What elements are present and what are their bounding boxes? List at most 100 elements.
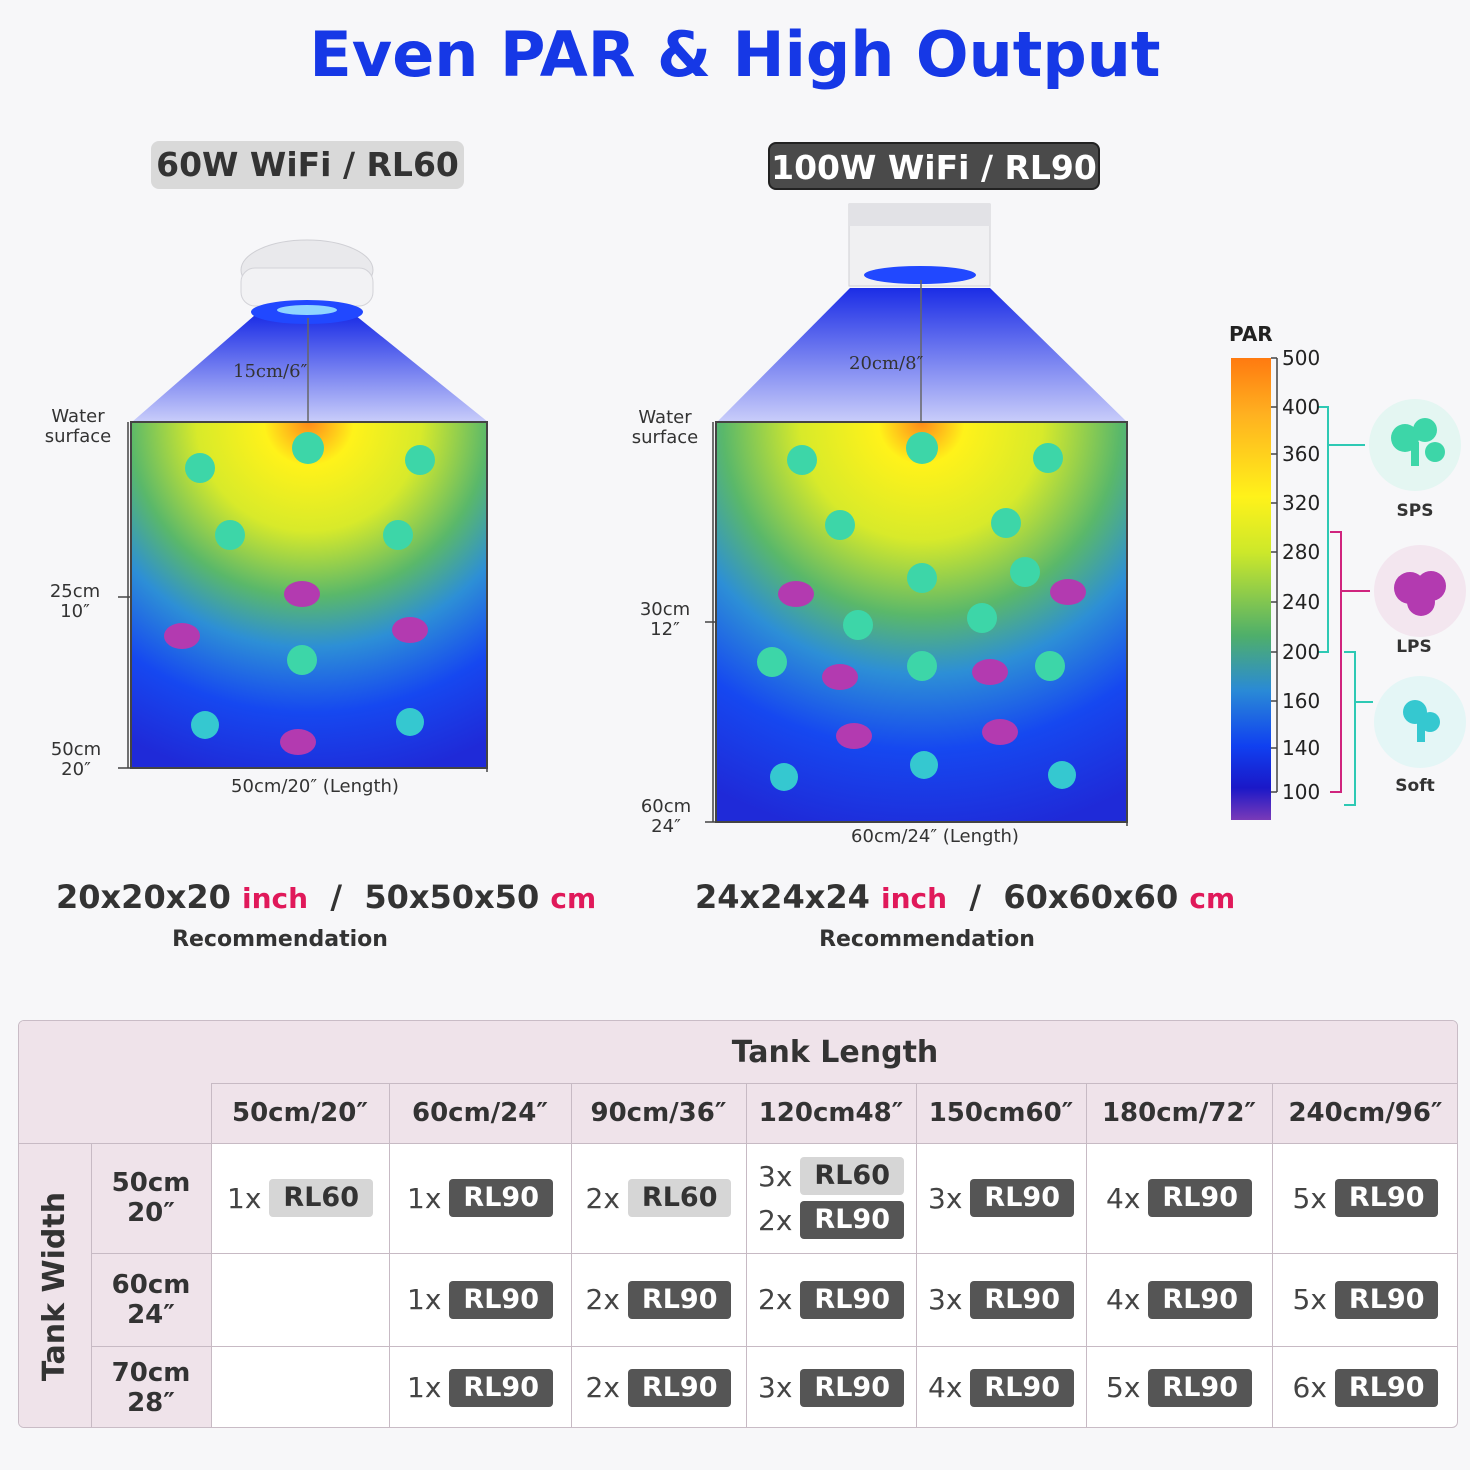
dims-cm-value: 60x60x60 [1003,878,1179,916]
column-header: 60cm/24″ [412,1098,548,1128]
recommendation-entry: 3x RL90 [928,1179,1074,1217]
recommendation-entry: 1x RL90 [407,1368,553,1407]
table-cell: 3x RL60 2x RL90 [746,1143,916,1253]
table-cell: 6x RL90 [1272,1346,1457,1427]
table-cell: 2x RL90 [571,1346,746,1427]
row-header-line: 70cm [111,1357,191,1388]
dims-separator: / [330,878,343,916]
tank-dimensions-rl90: 24x24x24 inch / 60x60x60 cm [695,878,1235,916]
quantity-label: 2x [758,1283,793,1316]
quantity-label: 2x [585,1283,620,1316]
model-pill: RL90 [1334,1179,1439,1217]
quantity-label: 3x [758,1371,793,1404]
depth-bottom-cm: 50cm [50,739,102,760]
recommendation-entry: 3x RL90 [928,1280,1074,1319]
grid-line [211,1083,1457,1084]
column-header: 180cm/72″ [1101,1098,1257,1128]
column-header: 150cm60″ [928,1098,1074,1128]
table-cell: 3x RL90 [916,1143,1086,1253]
model-pill: RL60 [627,1179,732,1217]
row-header-width: 70cm 28″ [91,1346,211,1427]
model-pill: RL90 [449,1280,553,1319]
quantity-label: 5x [1292,1283,1327,1316]
recommendation-entry: 5x RL90 [1106,1368,1252,1407]
recommendation-entry: 5x RL90 [1293,1179,1439,1217]
quantity-label: 2x [585,1371,620,1404]
recommendation-label: Recommendation [819,927,1035,952]
par-scale [1231,357,1466,820]
model-pill: RL60 [800,1157,904,1195]
recommendation-entry: 5x RL90 [1292,1280,1439,1319]
light-beam [717,288,1127,422]
table-cell: 5x RL90 [1272,1253,1457,1346]
depth-bottom-label: 50cm 20″ [36,740,116,780]
grid-line [746,1083,747,1427]
water-surface-line2: surface [44,426,112,447]
fixture-height-label: 20cm/8″ [849,353,924,374]
quantity-label: 2x [758,1203,793,1237]
grid-line [91,1253,1457,1254]
depth-bottom-inch: 20″ [61,759,91,780]
model-pill: RL90 [449,1368,553,1407]
model-pill: RL60 [269,1179,373,1217]
dims-inch-value: 24x24x24 [695,878,870,916]
par-tick: 160 [1282,689,1321,713]
water-surface-line1: Water [638,407,692,428]
model-badge-rl90: 100W WiFi / RL90 [768,142,1100,190]
recommendation-label: Recommendation [172,927,388,952]
table-cell: 2x RL60 [571,1143,746,1253]
par-tick: 280 [1282,540,1321,564]
depth-mid-label: 30cm 12″ [626,600,704,640]
table-header-bg [19,1021,1457,1143]
quantity-label: 5x [1292,1181,1327,1215]
soft-label: Soft [1395,776,1435,796]
model-pill: RL90 [1334,1280,1439,1319]
model-pill: RL90 [1148,1280,1252,1319]
model-pill: RL90 [800,1280,904,1319]
depth-bottom-cm: 60cm [640,796,692,817]
quantity-label: 1x [407,1181,442,1215]
dims-cm-value: 50x50x50 [364,878,540,916]
depth-mid-inch: 12″ [650,619,680,640]
quantity-label: 2x [585,1181,620,1215]
rl60-par-diagram [118,239,488,772]
light-beam [132,315,488,422]
par-tick: 320 [1282,491,1321,515]
quantity-label: 4x [928,1371,963,1404]
quantity-label: 5x [1106,1371,1141,1404]
dims-cm-unit: cm [550,882,597,915]
table-cell: 5x RL90 [1272,1143,1457,1253]
grid-line [389,1083,390,1427]
quantity-label: 4x [1106,1181,1141,1215]
recommendation-entry: 2x RL60 [586,1179,732,1217]
grid-line [211,1083,212,1427]
table-cell [211,1346,389,1427]
recommendation-entry: 2x RL90 [758,1201,904,1239]
recommendation-entry: 2x RL90 [585,1280,732,1319]
par-tick: 240 [1282,590,1321,614]
row-header-line: 50cm [111,1168,191,1198]
recommendation-entry: 4x RL90 [1106,1280,1252,1319]
quantity-label: 1x [407,1371,442,1404]
table-cell: 3x RL90 [746,1346,916,1427]
quantity-label: 3x [928,1283,963,1316]
model-pill: RL90 [800,1201,904,1239]
model-pill: RL90 [1334,1368,1439,1407]
quantity-label: 4x [1106,1283,1141,1316]
recommendation-entry: 3x RL90 [758,1368,904,1407]
tank-length-header: Tank Length [731,1034,939,1070]
fixture-height-label: 15cm/6″ [233,361,308,382]
quantity-label: 6x [1292,1371,1327,1404]
water-surface-line1: Water [51,406,105,427]
recommendation-entry: 2x RL90 [758,1280,904,1319]
par-gradient-bar [1231,358,1271,820]
model-pill: RL90 [449,1179,553,1217]
table-cell: 1x RL90 [389,1346,571,1427]
table-cell: 1x RL60 [211,1143,389,1253]
row-header-width: 60cm 24″ [91,1253,211,1346]
table-cell: 2x RL90 [571,1253,746,1346]
column-header: 90cm/36″ [590,1098,727,1128]
fixture-lens-icon [864,266,976,284]
model-pill: RL90 [1148,1368,1252,1407]
table-cell: 4x RL90 [1086,1143,1272,1253]
